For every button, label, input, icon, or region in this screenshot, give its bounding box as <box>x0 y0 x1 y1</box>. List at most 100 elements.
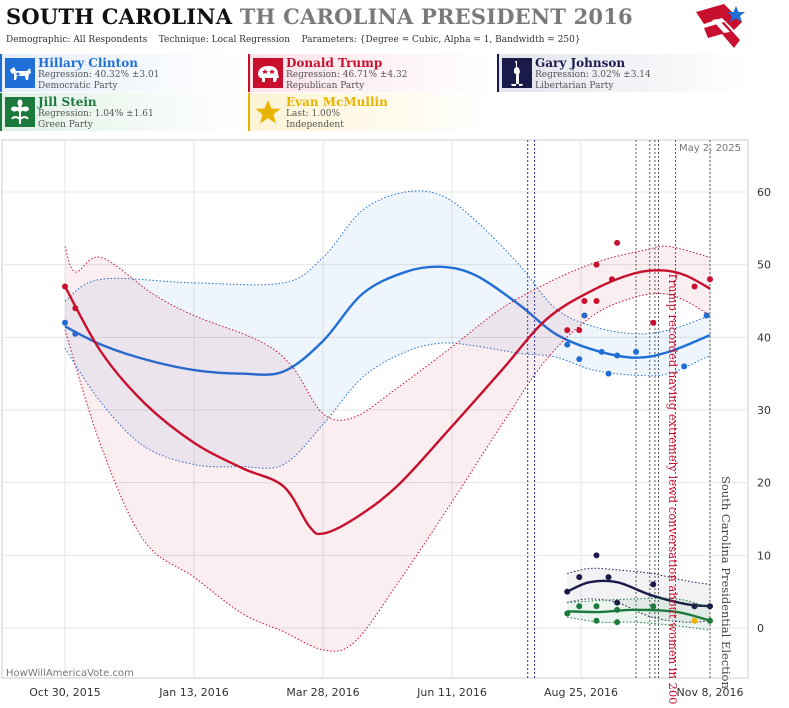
poll-point-gary-johnson <box>593 552 600 559</box>
poll-point-donald-trump <box>564 327 571 334</box>
poll-point-hillary-clinton <box>72 330 79 337</box>
confidence-band-hillary-clinton <box>65 190 710 469</box>
title-state: SOUTH CAROLINA <box>6 4 233 29</box>
candidate-party: Libertarian Party <box>535 81 614 91</box>
statue-of-liberty-icon <box>502 58 532 88</box>
candidate-name: Evan McMullin <box>286 95 388 109</box>
candidate-card-clinton: Hillary Clinton Regression: 40.32% ±3.01… <box>0 54 246 92</box>
candidate-card-trump: Donald Trump Regression: 46.71% ±4.32 Re… <box>248 54 494 92</box>
poll-point-donald-trump <box>62 283 68 290</box>
x-tick-label: Jun 11, 2016 <box>416 686 487 699</box>
site-credit: HowWillAmericaVote.com <box>6 668 134 679</box>
x-tick-label: Mar 28, 2016 <box>286 686 359 699</box>
lower-bound-jill-stein <box>567 616 711 631</box>
candidate-card-stein: Jill Stein Regression: 1.04% ±1.61 Green… <box>0 93 246 131</box>
upper-bound-jill-stein <box>567 597 711 609</box>
candidate-last: Last: 1.00% <box>286 109 341 119</box>
event-annotation: South Carolina Presidential Election <box>719 476 733 689</box>
upper-bound-gary-johnson <box>567 567 711 585</box>
candidate-card-mcmullin: Evan McMullin Last: 1.00% Independent <box>248 93 494 131</box>
poll-point-gary-johnson <box>605 574 612 581</box>
x-tick-label: Aug 25, 2016 <box>544 686 618 699</box>
candidate-party: Green Party <box>38 120 93 130</box>
poll-point-hillary-clinton <box>633 348 640 355</box>
poll-point-hillary-clinton <box>62 319 68 326</box>
poll-point-jill-stein <box>614 619 621 626</box>
poll-point-donald-trump <box>593 261 600 268</box>
candidate-name: Donald Trump <box>286 56 383 70</box>
confidence-band-donald-trump <box>65 246 710 652</box>
lower-bound-donald-trump <box>64 293 711 652</box>
x-tick-label: Nov 8, 2016 <box>677 686 744 699</box>
y-tick-label: 40 <box>757 331 771 344</box>
poll-point-hillary-clinton <box>576 356 583 363</box>
candidate-card-johnson: Gary Johnson Regression: 3.02% ±3.14 Lib… <box>497 54 747 92</box>
candidate-regression: Regression: 1.04% ±1.61 <box>38 109 154 119</box>
polling-chart: 0 10 20 30 40 50 60 Oct 30, 2015 Jan 13, 2016 Mar… <box>1 139 771 708</box>
technique-value: Local Regression <box>211 35 291 45</box>
candidate-party: Independent <box>286 120 344 130</box>
elephant-icon <box>253 58 283 88</box>
flower-icon <box>5 97 35 127</box>
x-tick-label: Oct 30, 2015 <box>29 686 101 699</box>
y-tick-label: 20 <box>757 477 771 490</box>
poll-point-hillary-clinton <box>598 348 605 355</box>
date-stamp: May 2, 2025 <box>679 143 742 154</box>
technique-label: Technique: <box>158 35 209 45</box>
poll-point-donald-trump <box>707 276 713 283</box>
poll-point-evan-mcmullin <box>691 617 698 624</box>
poll-point-jill-stein <box>564 610 571 617</box>
title-race: TH CAROLINA PRESIDENT 2016 <box>239 4 633 29</box>
poll-point-gary-johnson <box>707 603 713 610</box>
candidate-party: Republican Party <box>286 81 365 91</box>
plot-frame <box>1 139 749 679</box>
candidate-party: Democratic Party <box>38 81 118 91</box>
chart-area: 0 10 20 30 40 50 60 Oct 30, 2015 Jan 13, 2016 Mar… <box>0 138 789 708</box>
site-logo <box>696 4 745 48</box>
candidate-regression: Regression: 3.02% ±3.14 <box>535 70 651 80</box>
parameters-label: Parameters: <box>301 35 357 45</box>
poll-point-gary-johnson <box>650 581 657 588</box>
poll-point-donald-trump <box>581 298 588 304</box>
trend-line-jill-stein <box>567 608 711 622</box>
poll-point-gary-johnson <box>691 603 698 610</box>
demographic-value: All Respondents <box>73 35 148 45</box>
poll-point-gary-johnson <box>564 588 571 595</box>
poll-point-hillary-clinton <box>681 363 688 370</box>
donkey-icon <box>5 58 35 88</box>
poll-point-donald-trump <box>576 327 583 334</box>
candidate-regression: Regression: 40.32% ±3.01 <box>38 70 160 80</box>
poll-point-donald-trump <box>72 305 79 312</box>
y-tick-label: 60 <box>757 186 771 199</box>
y-tick-label: 10 <box>757 549 771 562</box>
poll-point-hillary-clinton <box>614 352 621 359</box>
y-tick-label: 50 <box>757 259 771 272</box>
y-tick-label: 30 <box>757 404 771 417</box>
poll-point-jill-stein <box>614 606 621 613</box>
poll-point-jill-stein <box>650 603 657 610</box>
poll-point-hillary-clinton <box>605 370 612 377</box>
event-annotation: Trump recorded having extremely lewd con… <box>666 272 680 704</box>
candidate-name: Hillary Clinton <box>38 56 138 70</box>
poll-point-jill-stein <box>593 603 600 610</box>
y-tick-label: 0 <box>757 622 764 635</box>
x-tick-label: Jan 13, 2016 <box>158 686 228 699</box>
page-title: SOUTH CAROLINA TH CAROLINA PRESIDENT 201… <box>6 4 633 29</box>
lower-bound-hillary-clinton <box>64 342 711 469</box>
poll-point-jill-stein <box>707 617 713 624</box>
poll-point-gary-johnson <box>576 574 583 581</box>
poll-point-donald-trump <box>691 283 698 290</box>
trend-line-hillary-clinton <box>64 265 711 376</box>
trend-line-gary-johnson <box>566 579 711 608</box>
trend-line-donald-trump <box>63 269 711 536</box>
poll-point-jill-stein <box>593 617 600 624</box>
poll-point-donald-trump <box>608 276 615 283</box>
demographic-label: Demographic: <box>6 35 71 45</box>
parameters-value: {Degree = Cubic, Alpha = 1, Bandwidth = … <box>359 35 581 45</box>
poll-point-hillary-clinton <box>581 312 588 319</box>
poll-point-hillary-clinton <box>564 341 571 348</box>
candidate-name: Jill Stein <box>38 95 97 109</box>
parameters-line: Demographic: All Respondents Technique: … <box>6 35 581 45</box>
poll-point-gary-johnson <box>614 599 621 606</box>
star-icon <box>255 100 281 124</box>
